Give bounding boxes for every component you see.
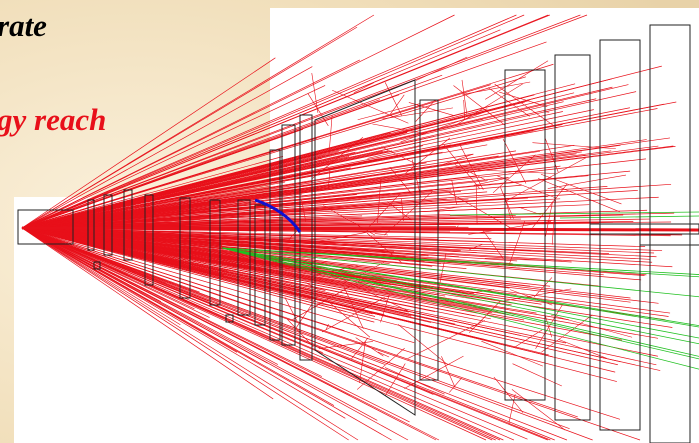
subheading-fragment: gy reach (0, 102, 106, 137)
slide: rate gy reach (0, 0, 699, 443)
heading-fragment: rate (0, 8, 47, 43)
